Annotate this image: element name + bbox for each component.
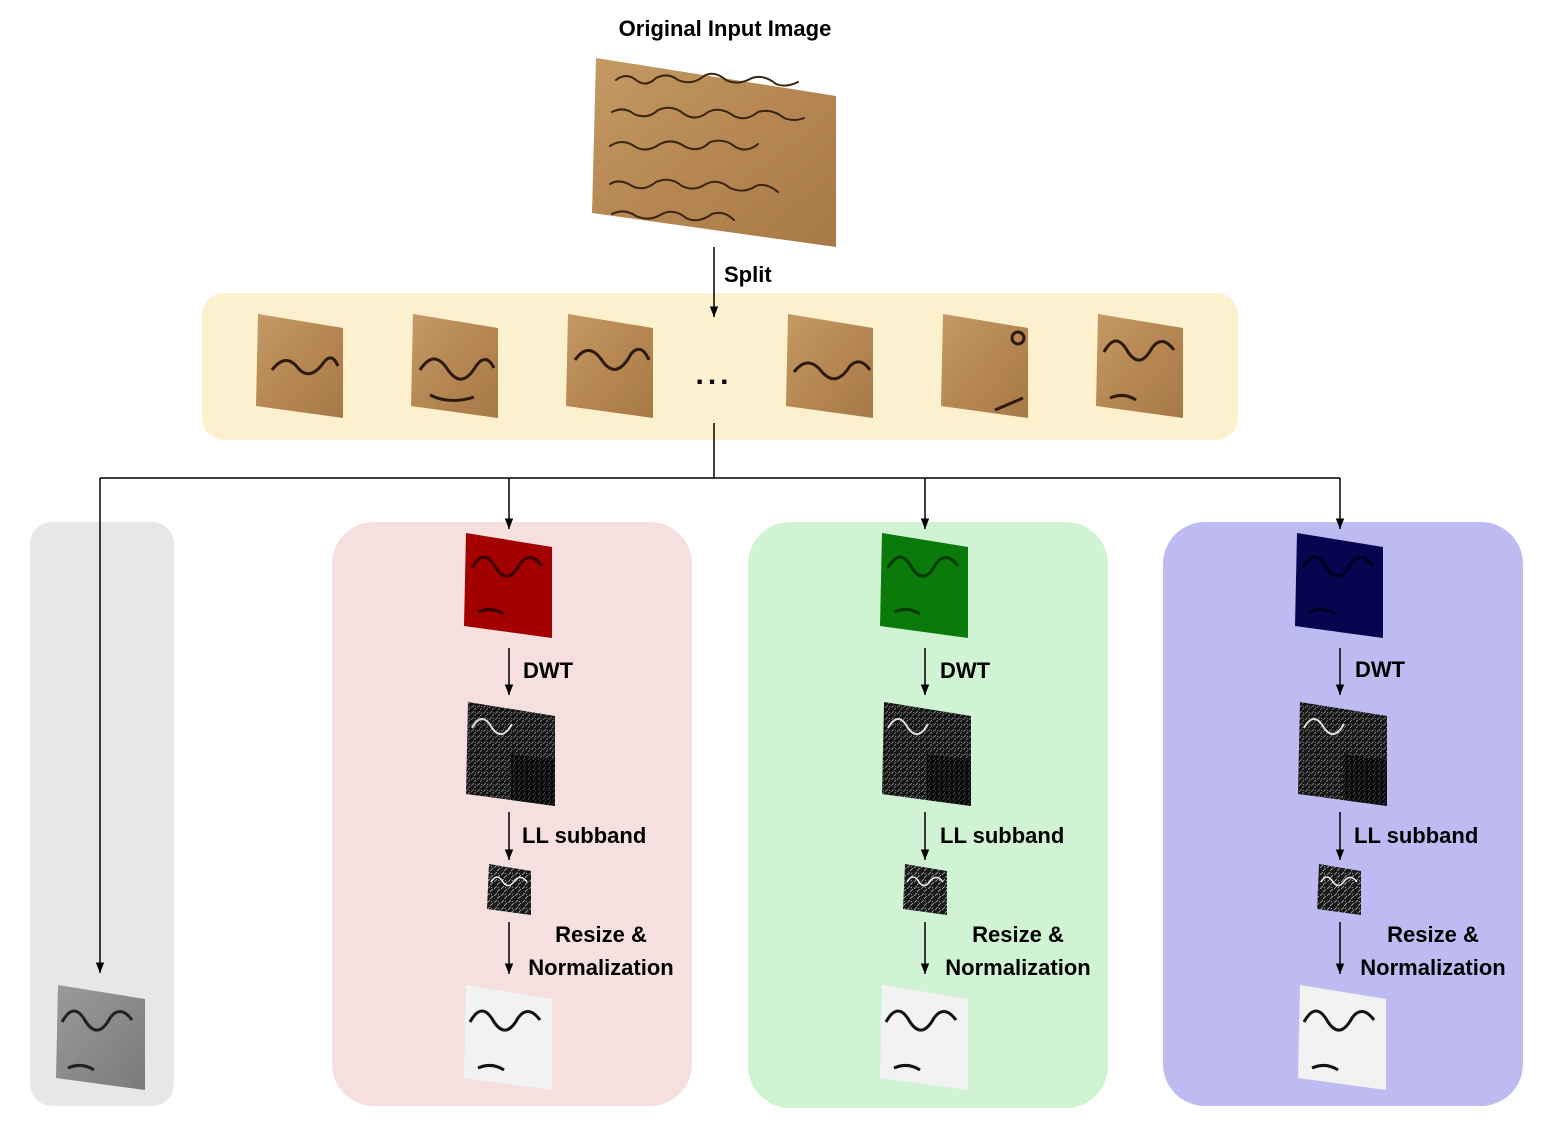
distribution-connector — [100, 423, 1340, 479]
red-ll-image — [487, 864, 531, 915]
red-resize-label-line2: Normalization — [528, 955, 674, 980]
original-input-image — [592, 58, 836, 247]
blue-ll-label: LL subband — [1354, 823, 1479, 848]
green-channel-image — [880, 533, 968, 638]
blue-dwt-label: DWT — [1355, 657, 1406, 682]
red-resize-label-line1: Resize & — [555, 922, 647, 947]
blue-resize-label: Resize & Normalization — [1347, 918, 1519, 984]
patch-5 — [941, 314, 1028, 418]
blue-resize-label-line2: Normalization — [1360, 955, 1506, 980]
patch-3 — [566, 314, 653, 418]
red-dwt-image — [466, 702, 555, 806]
patch-1 — [256, 314, 343, 418]
ellipsis: ... — [695, 358, 732, 391]
blue-channel-image — [1295, 533, 1383, 638]
red-ll-label: LL subband — [522, 823, 647, 848]
green-ll-image — [903, 864, 947, 915]
green-resize-label-line1: Resize & — [972, 922, 1064, 947]
diagram-title: Original Input Image — [618, 16, 832, 41]
blue-normalized-image — [1298, 985, 1386, 1090]
patch-2 — [411, 314, 498, 418]
blue-resize-label-line1: Resize & — [1387, 922, 1479, 947]
grayscale-image — [56, 985, 145, 1090]
patch-4 — [786, 314, 873, 418]
blue-dwt-image — [1298, 702, 1387, 806]
red-dwt-label: DWT — [523, 658, 574, 683]
green-ll-label: LL subband — [940, 823, 1065, 848]
green-dwt-label: DWT — [940, 658, 991, 683]
green-resize-label-line2: Normalization — [945, 955, 1091, 980]
patch-strip — [202, 293, 1238, 440]
red-channel-image — [464, 533, 552, 638]
red-normalized-image — [464, 985, 552, 1090]
red-resize-label: Resize & Normalization — [515, 918, 687, 984]
split-label: Split — [724, 262, 772, 287]
green-normalized-image — [880, 985, 968, 1090]
patch-6 — [1096, 314, 1183, 418]
blue-ll-image — [1317, 864, 1361, 915]
green-dwt-image — [882, 702, 971, 806]
green-resize-label: Resize & Normalization — [932, 918, 1104, 984]
